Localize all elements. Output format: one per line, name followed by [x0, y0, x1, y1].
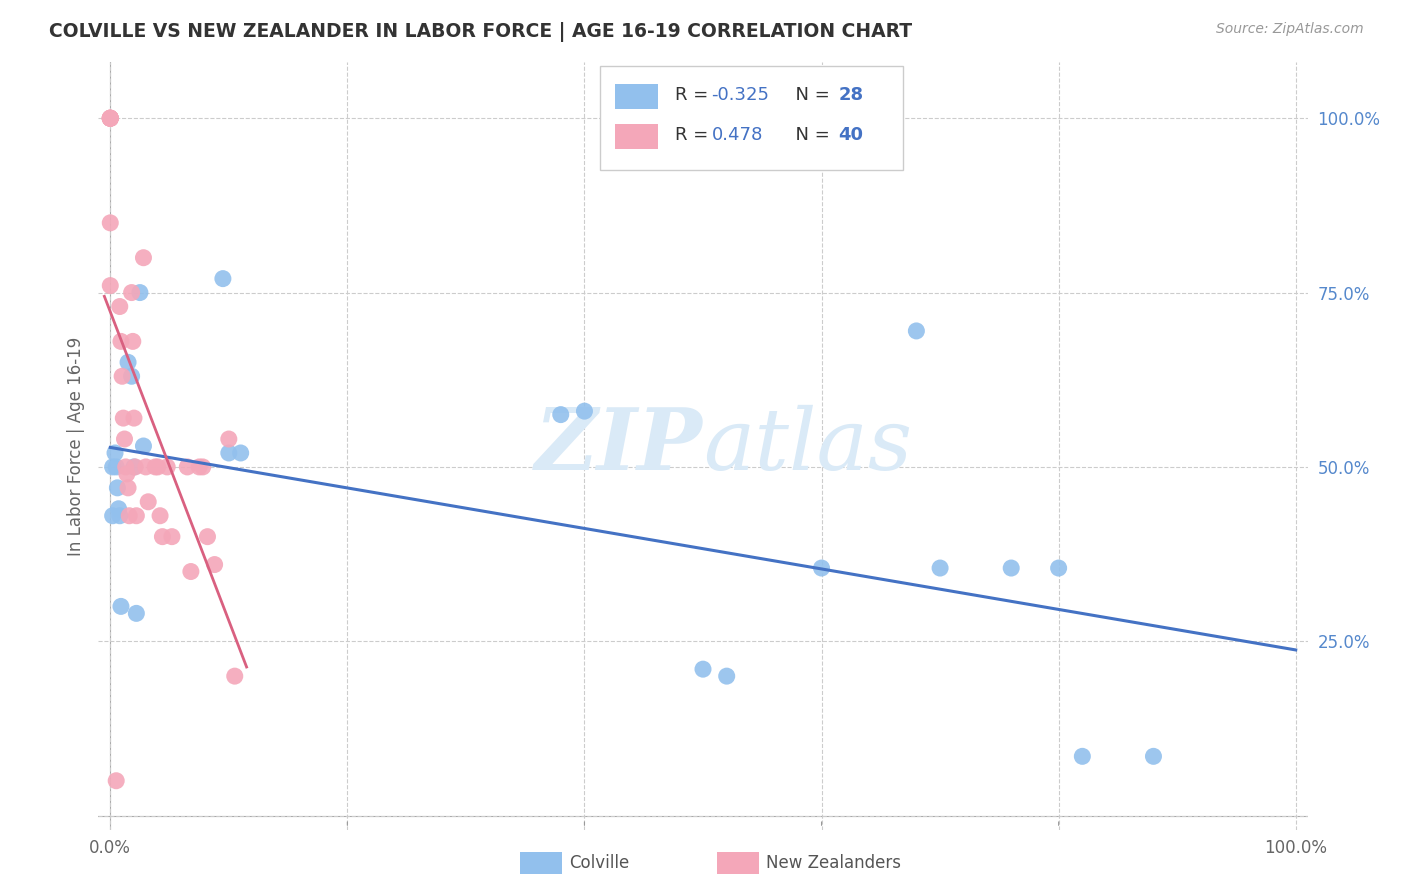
- Point: [692, 662, 714, 676]
- Text: R =: R =: [675, 87, 714, 104]
- Point: [204, 558, 226, 572]
- Point: [122, 411, 145, 425]
- Point: [229, 446, 252, 460]
- Point: [905, 324, 928, 338]
- Point: [98, 112, 121, 126]
- Point: [125, 607, 148, 621]
- Point: [108, 508, 131, 523]
- Point: [152, 530, 174, 544]
- Point: [105, 459, 128, 474]
- Text: Colville: Colville: [569, 855, 630, 872]
- Text: atlas: atlas: [703, 405, 912, 487]
- Point: [143, 459, 166, 474]
- Point: [98, 112, 121, 126]
- Point: [218, 446, 240, 460]
- Text: N =: N =: [785, 87, 835, 104]
- Point: [132, 439, 155, 453]
- Text: -0.325: -0.325: [711, 87, 769, 104]
- Point: [105, 773, 128, 788]
- Point: [105, 481, 128, 495]
- Point: [810, 561, 832, 575]
- Text: COLVILLE VS NEW ZEALANDER IN LABOR FORCE | AGE 16-19 CORRELATION CHART: COLVILLE VS NEW ZEALANDER IN LABOR FORCE…: [49, 22, 912, 42]
- Text: New Zealanders: New Zealanders: [766, 855, 901, 872]
- Point: [122, 459, 145, 474]
- Point: [115, 467, 138, 481]
- Point: [146, 459, 169, 474]
- Point: [118, 508, 141, 523]
- Point: [1000, 561, 1022, 575]
- Point: [121, 369, 143, 384]
- Point: [212, 271, 235, 285]
- Point: [176, 459, 198, 474]
- Point: [129, 285, 152, 300]
- Point: [1142, 749, 1164, 764]
- Point: [218, 432, 240, 446]
- Point: [98, 112, 121, 126]
- Text: ZIP: ZIP: [536, 404, 703, 488]
- Point: [197, 530, 219, 544]
- Point: [114, 432, 136, 446]
- Point: [135, 459, 157, 474]
- Point: [114, 459, 136, 474]
- Point: [191, 459, 214, 474]
- Point: [108, 300, 131, 314]
- Point: [180, 565, 202, 579]
- Point: [98, 112, 121, 126]
- Text: Source: ZipAtlas.com: Source: ZipAtlas.com: [1216, 22, 1364, 37]
- Point: [98, 278, 121, 293]
- Point: [132, 251, 155, 265]
- Point: [149, 508, 172, 523]
- Point: [1047, 561, 1070, 575]
- Y-axis label: In Labor Force | Age 16-19: In Labor Force | Age 16-19: [66, 336, 84, 556]
- Point: [160, 530, 183, 544]
- Point: [101, 508, 124, 523]
- Point: [121, 285, 143, 300]
- Text: R =: R =: [675, 127, 720, 145]
- Point: [156, 459, 179, 474]
- Point: [574, 404, 596, 418]
- Point: [550, 408, 572, 422]
- Point: [125, 508, 148, 523]
- Point: [98, 216, 121, 230]
- Point: [110, 599, 132, 614]
- Point: [110, 334, 132, 349]
- Text: N =: N =: [785, 127, 835, 145]
- Point: [716, 669, 738, 683]
- Text: 0.478: 0.478: [711, 127, 763, 145]
- Point: [136, 495, 159, 509]
- Point: [929, 561, 952, 575]
- Point: [112, 411, 135, 425]
- Point: [101, 459, 124, 474]
- FancyBboxPatch shape: [600, 66, 903, 169]
- Point: [188, 459, 211, 474]
- Text: 28: 28: [838, 87, 863, 104]
- Point: [104, 446, 127, 460]
- Point: [121, 334, 143, 349]
- Point: [107, 501, 129, 516]
- Point: [98, 112, 121, 126]
- Point: [1071, 749, 1094, 764]
- Point: [117, 355, 139, 369]
- FancyBboxPatch shape: [614, 124, 658, 149]
- Point: [111, 369, 134, 384]
- Point: [124, 459, 146, 474]
- Point: [98, 112, 121, 126]
- Text: 40: 40: [838, 127, 863, 145]
- Point: [117, 481, 139, 495]
- FancyBboxPatch shape: [614, 84, 658, 109]
- Point: [224, 669, 246, 683]
